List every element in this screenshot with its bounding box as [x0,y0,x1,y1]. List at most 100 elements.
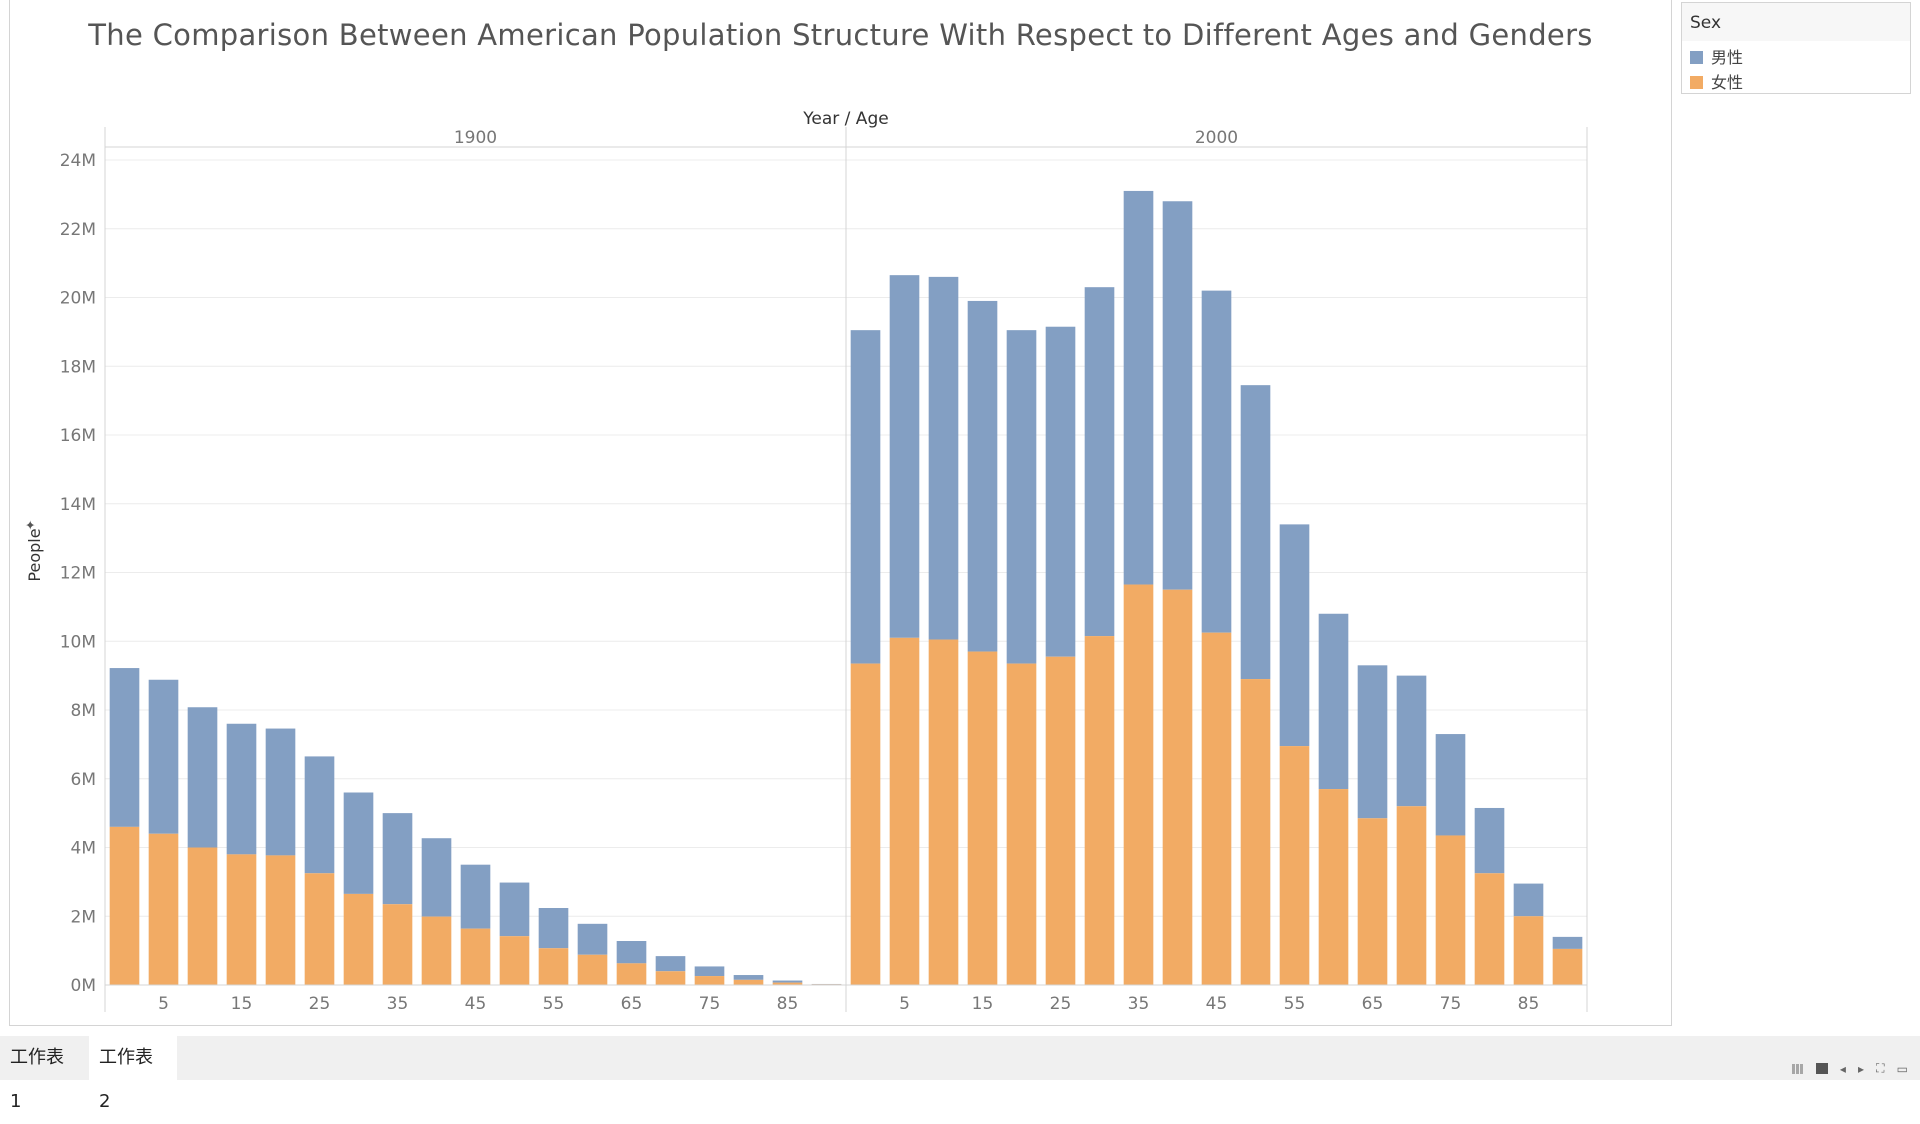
bar-segment-female [1085,636,1115,985]
x-tick-label: 75 [1440,994,1462,1014]
bar-segment-male [227,724,257,855]
bar-segment-male [890,275,920,638]
bar-segment-male [1085,287,1115,636]
bar-segment-female [578,955,608,985]
y-tick-label: 0M [71,976,96,996]
bar-segment-female [929,640,959,985]
bar-segment-male [539,908,569,948]
bar-segment-male [968,301,998,652]
presentation-icon[interactable]: ▭ [1897,1062,1908,1076]
legend-swatch-female [1690,76,1703,89]
bar-segment-female [1124,585,1154,985]
bar-segment-male [1280,524,1310,746]
single-view-icon[interactable] [1816,1063,1828,1074]
bar-segment-female [188,848,218,986]
bar-segment-female [1046,657,1076,985]
bar-segment-female [227,854,257,985]
y-tick-label: 6M [71,770,96,790]
bar-segment-female [422,917,452,985]
y-tick-label: 8M [71,701,96,721]
panel-header-year: 1900 [454,128,497,148]
prev-sheet-icon[interactable]: ◂ [1840,1062,1846,1076]
bar-segment-female [1436,835,1466,985]
x-tick-label: 55 [1284,994,1306,1014]
bar-segment-male [773,981,803,983]
bar-segment-female [1397,806,1427,985]
bar-segment-female [1241,679,1271,985]
fit-screen-icon[interactable]: ⛶ [1876,1061,1884,1076]
status-bar-controls: ◂ ▸ ⛶ ▭ [1785,1058,1908,1074]
x-tick-label: 15 [972,994,994,1014]
bar-segment-female [1007,664,1037,985]
x-axis-title: Year / Age [802,109,888,129]
bar-segment-male [929,277,959,640]
bar-segment-male [1553,937,1583,949]
bar-segment-male [344,793,374,894]
x-tick-label: 65 [1362,994,1384,1014]
bar-segment-male [656,956,686,971]
bar-segment-male [422,838,452,916]
bar-segment-female [1163,590,1193,985]
y-tick-label: 22M [60,220,96,240]
x-tick-label: 15 [231,994,253,1014]
next-sheet-icon[interactable]: ▸ [1858,1062,1864,1076]
bar-segment-male [1436,734,1466,835]
bar-segment-female [1202,633,1232,985]
bar-segment-female [1553,949,1583,985]
x-tick-label: 85 [1518,994,1540,1014]
legend-item-male[interactable]: 男性 [1690,47,1743,69]
bar-segment-male [1202,291,1232,633]
bar-segment-male [1358,665,1388,818]
tab-sheet-1[interactable]: 工作表 1 [0,1036,88,1080]
legend-title: Sex [1682,3,1910,41]
bar-segment-female [1514,916,1544,985]
bar-segment-female [149,834,179,985]
y-tick-label: 18M [60,357,96,377]
bar-segment-female [656,971,686,985]
bar-segment-female [110,827,140,985]
y-tick-label: 14M [60,495,96,515]
bar-segment-male [1046,327,1076,657]
y-tick-label: 4M [71,839,96,859]
legend-item-female[interactable]: 女性 [1690,72,1743,94]
bar-segment-female [383,904,413,985]
bar-segment-male [1475,808,1505,873]
panel-header-year: 2000 [1195,128,1238,148]
x-tick-label: 35 [387,994,409,1014]
y-tick-label: 24M [60,151,96,171]
bar-segment-female [851,664,881,985]
bar-segment-female [734,980,764,985]
y-axis-title: People [25,528,44,581]
y-tick-label: 16M [60,426,96,446]
bar-segment-male [617,941,647,963]
x-tick-label: 65 [621,994,643,1014]
x-tick-label: 45 [1206,994,1228,1014]
y-tick-label: 10M [60,632,96,652]
bar-segment-male [1241,385,1271,679]
bar-segment-male [1007,330,1037,663]
bar-segment-female [539,948,569,985]
bar-segment-male [1124,191,1154,585]
tab-sheet-2[interactable]: 工作表 2 [89,1036,177,1080]
bar-segment-male [1397,676,1427,807]
x-tick-label: 25 [1050,994,1072,1014]
x-tick-label: 5 [899,994,910,1014]
bar-segment-female [695,976,725,985]
sort-icon: ✦ [24,519,39,530]
bar-segment-male [1514,884,1544,917]
bar-segment-female [1358,818,1388,985]
bar-segment-male [578,924,608,955]
bar-segment-male [1319,614,1349,789]
bar-segment-male [1163,201,1193,589]
bar-segment-male [500,883,530,937]
legend-label-male: 男性 [1711,48,1743,67]
bar-segment-male [851,330,881,663]
bar-segment-male [695,966,725,976]
bar-segment-female [266,855,296,985]
legend-label-female: 女性 [1711,73,1743,92]
bar-segment-female [968,652,998,985]
bar-segment-female [305,873,335,985]
x-tick-label: 25 [309,994,331,1014]
grid-view-icon[interactable] [1792,1064,1804,1074]
